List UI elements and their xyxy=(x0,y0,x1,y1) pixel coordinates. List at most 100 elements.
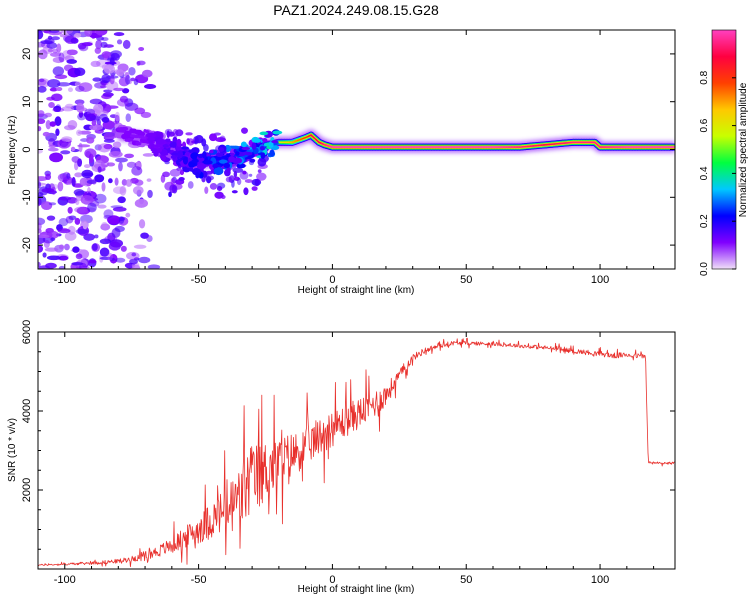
noise-blob xyxy=(107,253,113,261)
noise-blob xyxy=(169,184,176,193)
noise-blob xyxy=(83,221,88,229)
noise-blob xyxy=(214,192,223,199)
noise-blob xyxy=(133,186,144,195)
noise-blob xyxy=(249,174,252,177)
noise-blob xyxy=(258,169,262,173)
noise-blob xyxy=(210,183,217,190)
ridge-blob xyxy=(219,147,225,152)
noise-blob xyxy=(232,190,238,193)
noise-blob xyxy=(79,263,87,273)
noise-blob xyxy=(171,178,176,185)
noise-blob xyxy=(117,39,122,44)
noise-blob xyxy=(201,138,206,146)
noise-blob xyxy=(162,172,170,178)
noise-blob xyxy=(47,79,60,88)
colorbar-tick-label: 0.8 xyxy=(699,70,710,84)
noise-blob xyxy=(74,68,85,77)
noise-blob xyxy=(79,143,83,153)
noise-blob xyxy=(52,49,57,54)
ridge-blob xyxy=(252,142,257,149)
ridge-blob xyxy=(189,167,193,172)
noise-blob xyxy=(186,138,190,144)
noise-blob xyxy=(243,187,248,195)
noise-blob xyxy=(125,75,131,85)
noise-blob xyxy=(58,229,71,234)
noise-blob xyxy=(81,170,93,179)
noise-blob xyxy=(37,86,46,93)
noise-blob xyxy=(76,103,84,113)
noise-blob xyxy=(76,253,83,259)
ridge-segment xyxy=(249,151,252,152)
noise-blob xyxy=(61,143,70,148)
noise-blob xyxy=(85,151,91,158)
noise-blob xyxy=(237,178,241,185)
x-tick-label: 50 xyxy=(460,574,472,586)
noise-blob xyxy=(147,190,153,198)
ridge-blob xyxy=(195,172,199,179)
noise-blob xyxy=(49,202,56,205)
noise-blob xyxy=(75,218,81,225)
noise-blob xyxy=(142,70,153,78)
ridge-blob xyxy=(230,153,235,156)
noise-blob xyxy=(105,105,118,109)
noise-blob xyxy=(76,229,88,234)
noise-blob xyxy=(94,194,106,204)
noise-blob xyxy=(102,182,106,191)
ridge-blob xyxy=(176,139,181,147)
noise-blob xyxy=(37,235,50,239)
noise-blob xyxy=(138,47,144,51)
noise-blob xyxy=(53,66,64,76)
noise-blob xyxy=(43,252,47,257)
noise-blob xyxy=(146,235,152,242)
colorbar-tick-label: 0.2 xyxy=(699,214,710,228)
colorbar-tick-label: 0.6 xyxy=(699,118,710,132)
ridge-blob xyxy=(178,150,183,158)
ridge-blob xyxy=(146,132,156,138)
noise-blob xyxy=(119,216,124,224)
noise-blob xyxy=(40,40,53,44)
noise-blob xyxy=(84,27,92,37)
ridge-blob xyxy=(254,138,261,143)
noise-blob xyxy=(130,78,135,82)
noise-blob xyxy=(47,215,55,220)
noise-blob xyxy=(36,181,41,188)
noise-blob xyxy=(95,27,107,36)
noise-blob xyxy=(64,244,70,251)
noise-blob xyxy=(113,186,126,194)
noise-blob xyxy=(76,130,82,136)
noise-blob xyxy=(147,178,152,182)
noise-blob xyxy=(55,129,59,136)
noise-blob xyxy=(71,38,79,44)
noise-blob xyxy=(116,69,124,76)
noise-blob xyxy=(84,164,91,168)
noise-blob xyxy=(44,113,52,118)
noise-blob xyxy=(115,112,120,122)
ridge-blob xyxy=(261,152,266,159)
noise-blob xyxy=(49,28,59,33)
noise-blob xyxy=(59,245,64,250)
noise-blob xyxy=(165,129,173,135)
ridge-blob xyxy=(209,150,213,154)
noise-blob xyxy=(121,246,127,252)
y-tick-label: 2000 xyxy=(21,478,33,502)
colorbar-label: Normalized spectral amplitude xyxy=(738,82,749,217)
noise-blob xyxy=(58,182,64,192)
noise-blob xyxy=(127,162,137,168)
noise-blob xyxy=(144,84,156,89)
noise-blob xyxy=(45,174,51,180)
noise-blob xyxy=(104,64,115,74)
ridge-blob xyxy=(260,146,265,150)
noise-blob xyxy=(123,40,131,49)
noise-blob xyxy=(86,137,94,144)
noise-blob xyxy=(134,245,147,249)
noise-blob xyxy=(109,151,123,158)
noise-blob xyxy=(51,187,56,195)
noise-blob xyxy=(56,87,62,91)
noise-blob xyxy=(126,113,131,122)
ridge-blob xyxy=(163,144,169,148)
noise-blob xyxy=(51,93,62,101)
noise-blob xyxy=(124,154,134,159)
noise-blob xyxy=(103,209,113,218)
x-tick-label: 100 xyxy=(591,274,609,286)
noise-blob xyxy=(89,124,103,130)
